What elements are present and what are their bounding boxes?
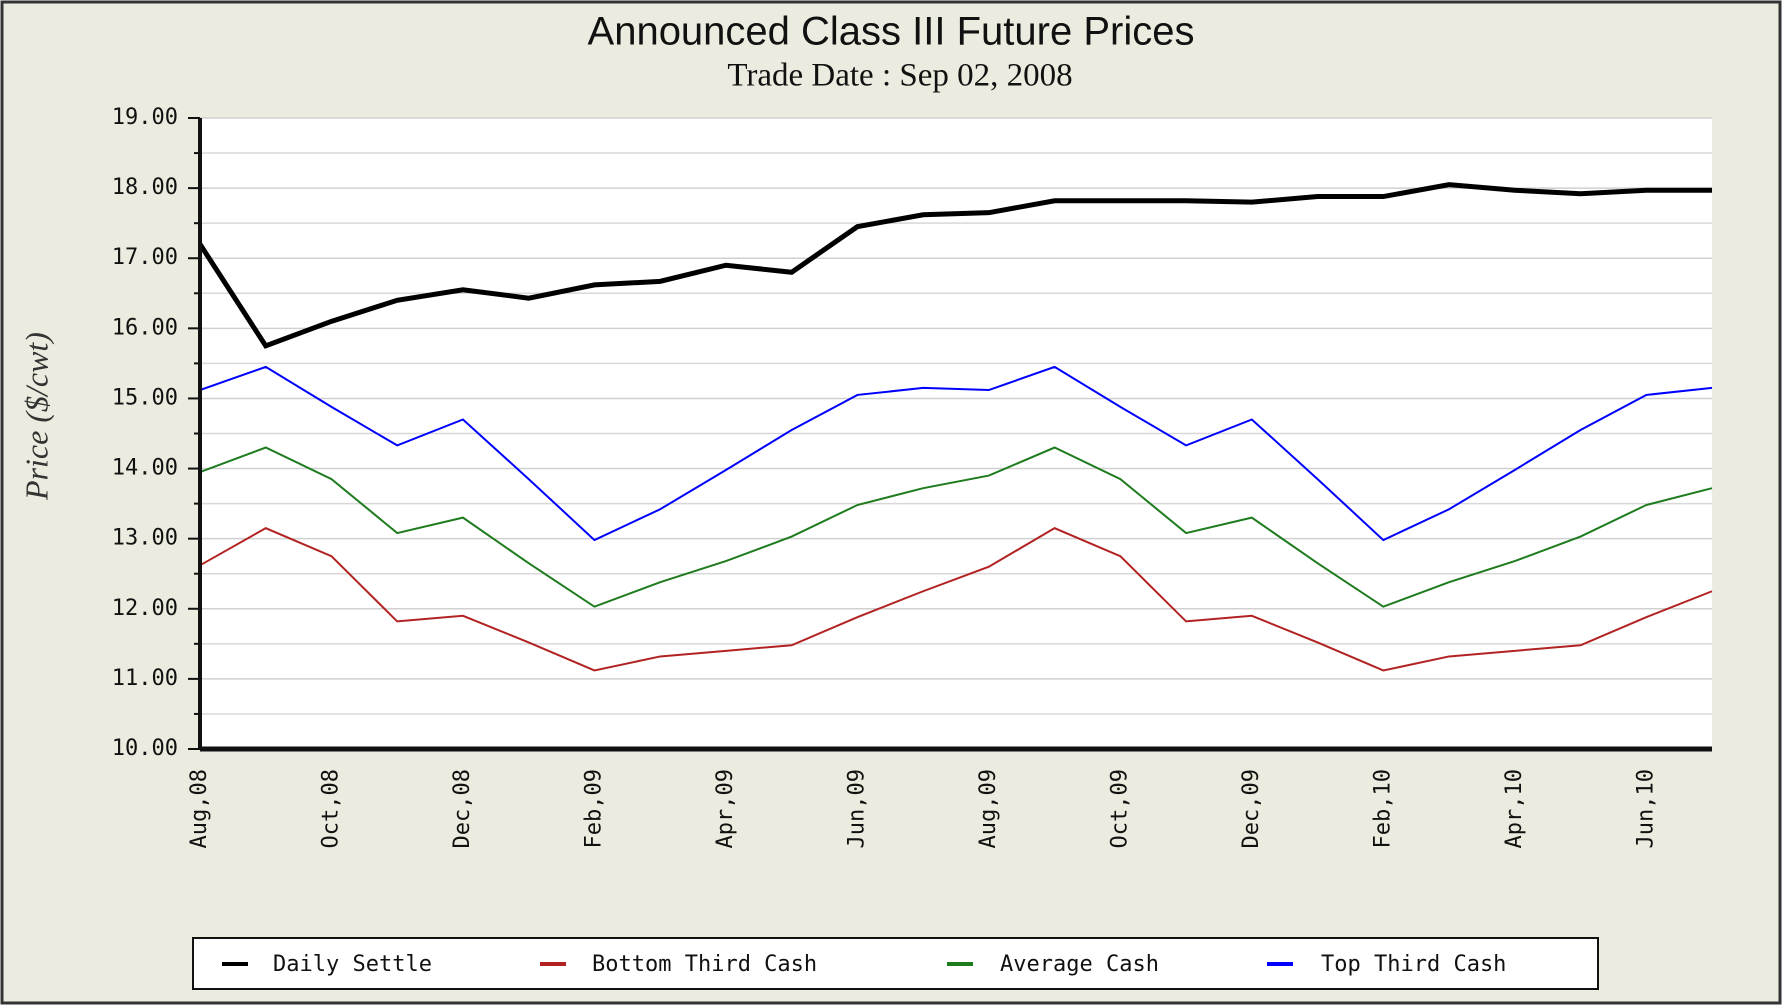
y-axis-label: Price ($/cwt) bbox=[18, 332, 54, 501]
y-tick-label: 15.00 bbox=[112, 385, 178, 410]
chart-title: Announced Class III Future Prices bbox=[588, 10, 1195, 54]
legend-label: Bottom Third Cash bbox=[592, 952, 817, 977]
series-line bbox=[199, 365, 1713, 542]
y-tick-label: 13.00 bbox=[112, 526, 178, 551]
x-tick-label: Apr,09 bbox=[713, 769, 738, 848]
x-tick-label: Jun,10 bbox=[1633, 769, 1658, 848]
series-line bbox=[197, 182, 1712, 349]
x-tick-label: Oct,08 bbox=[318, 769, 343, 848]
y-tick-label: 16.00 bbox=[112, 315, 178, 340]
legend-label: Average Cash bbox=[1000, 952, 1159, 977]
x-tick-label: Dec,08 bbox=[450, 769, 475, 848]
y-tick-label: 14.00 bbox=[112, 456, 178, 481]
x-tick-label: Feb,09 bbox=[581, 769, 606, 848]
legend bbox=[192, 937, 1599, 990]
legend-label: Top Third Cash bbox=[1321, 952, 1506, 977]
y-tick-label: 10.00 bbox=[112, 736, 178, 761]
y-tick-label: 19.00 bbox=[112, 105, 178, 130]
x-tick-label: Feb,10 bbox=[1370, 769, 1395, 848]
y-tick-label: 12.00 bbox=[112, 596, 178, 621]
legend-label: Daily Settle bbox=[273, 952, 432, 977]
series-line bbox=[199, 527, 1713, 672]
x-tick-label: Aug,08 bbox=[187, 769, 212, 848]
series-line bbox=[199, 446, 1713, 608]
x-tick-label: Apr,10 bbox=[1502, 769, 1527, 848]
x-tick-label: Dec,09 bbox=[1239, 769, 1264, 848]
x-tick-label: Oct,09 bbox=[1107, 769, 1132, 848]
y-tick-label: 11.00 bbox=[112, 666, 178, 691]
chart-subtitle: Trade Date : Sep 02, 2008 bbox=[727, 58, 1072, 94]
y-tick-label: 18.00 bbox=[112, 175, 178, 200]
x-tick-label: Jun,09 bbox=[844, 769, 869, 848]
y-tick-label: 17.00 bbox=[112, 245, 178, 270]
x-tick-label: Aug,09 bbox=[976, 769, 1001, 848]
